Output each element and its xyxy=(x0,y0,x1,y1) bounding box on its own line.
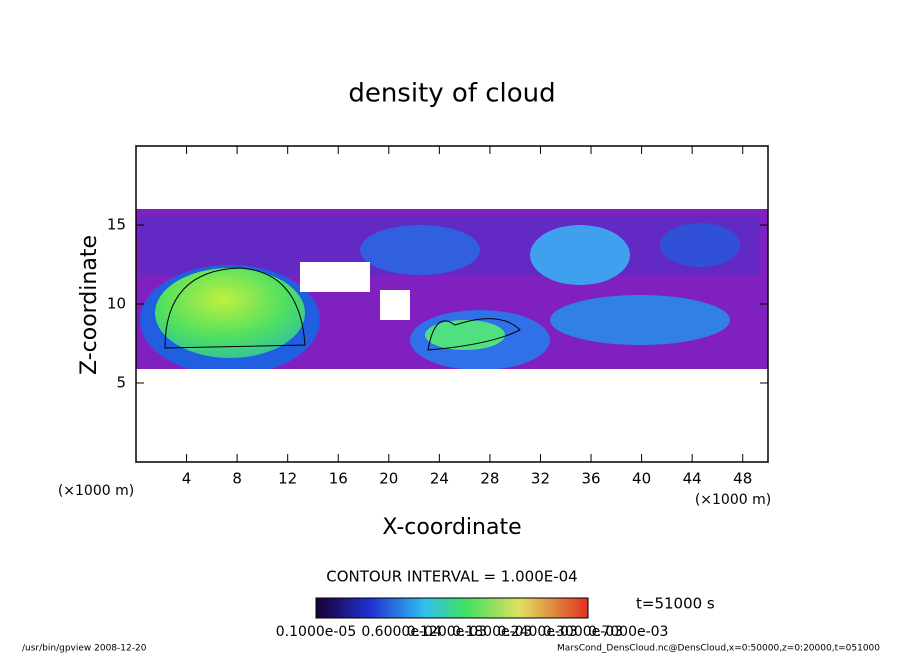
footer-right: MarsCond_DensCloud.nc@DensCloud,x=0:5000… xyxy=(557,644,880,654)
y-tick-label: 5 xyxy=(116,374,126,392)
x-tick-label: 44 xyxy=(683,470,702,488)
x-tick-label: 28 xyxy=(480,470,499,488)
x-tick-label: 16 xyxy=(329,470,348,488)
x-tick-label: 8 xyxy=(232,470,242,488)
y-unit: (×1000 m) xyxy=(58,483,134,499)
contour-interval: CONTOUR INTERVAL = 1.000E-04 xyxy=(326,568,577,586)
y-axis-label: Z-coordinate xyxy=(77,235,102,375)
x-tick-label: 36 xyxy=(581,470,600,488)
colorbar-label: 0.7000e-03 xyxy=(588,624,668,640)
x-axis-label: X-coordinate xyxy=(382,515,521,540)
colorbar-label: 0.1000e-05 xyxy=(276,624,356,640)
colorbar-label: 0.2400e-03 xyxy=(497,624,577,640)
x-tick-label: 4 xyxy=(182,470,192,488)
colorbar-label: 0.3000e-03 xyxy=(543,624,623,640)
colorbar xyxy=(315,597,589,619)
colorbar-label: 0.1800e-03 xyxy=(452,624,532,640)
chart-title: density of cloud xyxy=(348,79,555,109)
x-tick-label: 24 xyxy=(430,470,449,488)
y-tick-label: 10 xyxy=(107,295,126,313)
colorbar-label: 0.1200e-03 xyxy=(407,624,487,640)
footer-left: /usr/bin/gpview 2008-12-20 xyxy=(22,644,147,654)
x-tick-label: 20 xyxy=(379,470,398,488)
x-tick-label: 32 xyxy=(531,470,550,488)
x-tick-label: 48 xyxy=(733,470,752,488)
x-tick-label: 40 xyxy=(632,470,651,488)
y-tick-label: 15 xyxy=(107,216,126,234)
x-tick-label: 12 xyxy=(278,470,297,488)
time-label: t=51000 s xyxy=(636,595,715,613)
field xyxy=(136,209,768,462)
x-unit: (×1000 m) xyxy=(695,492,771,508)
colorbar-label: 0.6000e-04 xyxy=(361,624,442,640)
